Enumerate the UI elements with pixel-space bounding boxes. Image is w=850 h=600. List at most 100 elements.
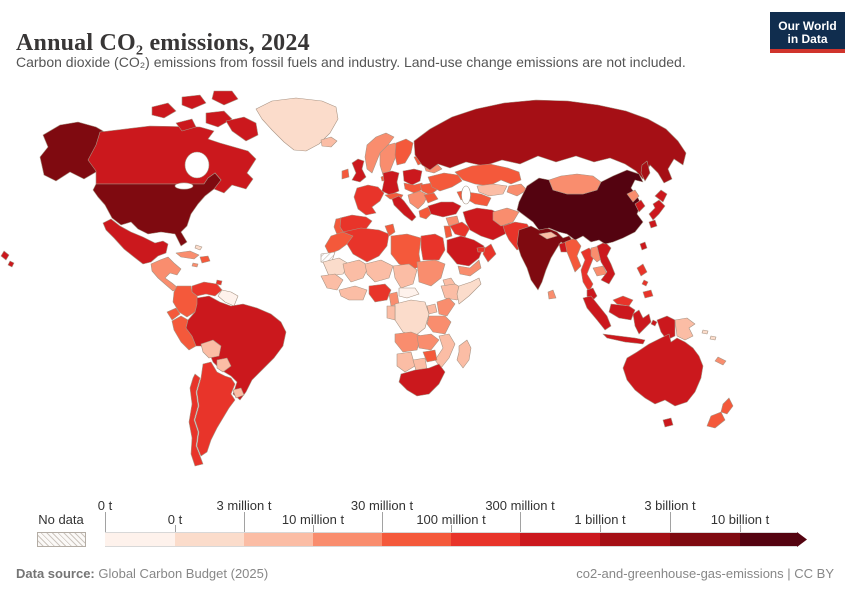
region-canada-island-4[interactable] xyxy=(205,110,233,128)
region-canada-island-2[interactable] xyxy=(181,94,207,110)
region-drc[interactable] xyxy=(394,299,430,337)
region-cuba[interactable] xyxy=(175,250,200,260)
region-north-korea[interactable] xyxy=(626,189,640,203)
region-germany[interactable] xyxy=(381,170,400,196)
region-papua-new-guinea[interactable] xyxy=(674,317,696,341)
legend-bin-6[interactable] xyxy=(520,532,600,547)
region-sri-lanka[interactable] xyxy=(547,289,557,300)
region-canada-island-1[interactable] xyxy=(151,102,177,119)
region-south-africa[interactable] xyxy=(398,363,446,397)
region-mongolia[interactable] xyxy=(548,173,602,195)
legend-bin-9[interactable] xyxy=(740,532,797,547)
legend-bin-4[interactable] xyxy=(382,532,451,547)
region-taiwan[interactable] xyxy=(639,241,648,251)
region-myanmar[interactable] xyxy=(564,237,582,273)
region-vietnam[interactable] xyxy=(596,241,616,285)
region-uganda[interactable] xyxy=(426,303,438,315)
region-sakhalin[interactable] xyxy=(640,160,651,182)
region-hispaniola[interactable] xyxy=(199,255,211,264)
region-yemen[interactable] xyxy=(457,259,482,277)
legend-bin-0[interactable] xyxy=(105,532,175,547)
region-madagascar[interactable] xyxy=(456,339,472,369)
region-congo-gabon[interactable] xyxy=(386,305,396,321)
region-bolivia[interactable] xyxy=(200,339,222,359)
region-senegal-guinea[interactable] xyxy=(320,273,344,291)
region-nigeria[interactable] xyxy=(368,283,392,303)
region-turkey[interactable] xyxy=(427,201,462,218)
region-japan-honshu[interactable] xyxy=(648,199,666,221)
region-trinidad[interactable] xyxy=(215,279,223,286)
region-oman[interactable] xyxy=(482,243,497,263)
region-afghanistan[interactable] xyxy=(492,207,520,227)
region-solomons[interactable] xyxy=(701,329,709,335)
region-france[interactable] xyxy=(353,184,385,216)
region-central-african-republic[interactable] xyxy=(398,287,420,299)
region-niger[interactable] xyxy=(364,259,394,283)
region-chile[interactable] xyxy=(188,373,204,467)
region-kazakhstan[interactable] xyxy=(454,163,522,187)
region-hawaii[interactable] xyxy=(0,250,10,261)
region-fiji[interactable] xyxy=(709,335,717,341)
region-hawaii-2[interactable] xyxy=(7,260,15,268)
region-jamaica[interactable] xyxy=(191,262,199,268)
region-saudi-arabia[interactable] xyxy=(446,235,485,267)
region-japan-hokkaido[interactable] xyxy=(654,189,668,203)
region-ireland[interactable] xyxy=(341,168,350,180)
region-iraq[interactable] xyxy=(449,221,471,238)
region-borneo-indonesia[interactable] xyxy=(608,303,636,321)
region-somalia[interactable] xyxy=(456,277,482,305)
region-brazil[interactable] xyxy=(185,295,287,401)
region-central-america[interactable] xyxy=(150,256,182,292)
region-mozambique[interactable] xyxy=(434,333,456,369)
region-uzbekistan[interactable] xyxy=(476,183,508,197)
region-zambia[interactable] xyxy=(416,333,440,351)
owid-logo[interactable]: Our World in Data xyxy=(770,12,845,53)
region-bulgaria[interactable] xyxy=(423,192,439,204)
region-greenland[interactable] xyxy=(255,97,339,152)
region-baffin-island[interactable] xyxy=(225,116,259,142)
region-chad[interactable] xyxy=(392,263,418,289)
region-balkans[interactable] xyxy=(407,190,429,210)
region-tanzania[interactable] xyxy=(426,315,452,335)
region-egypt[interactable] xyxy=(420,233,446,261)
region-italy[interactable] xyxy=(391,195,417,222)
region-philippines-mindanao[interactable] xyxy=(642,289,654,299)
license-slug[interactable]: co2-and-greenhouse-gas-emissions | CC BY xyxy=(576,566,834,581)
region-namibia[interactable] xyxy=(396,351,416,373)
region-paraguay[interactable] xyxy=(216,357,232,373)
region-ecuador[interactable] xyxy=(166,307,181,321)
legend-bin-2[interactable] xyxy=(244,532,313,547)
region-nz-north[interactable] xyxy=(720,397,734,415)
region-tasmania[interactable] xyxy=(662,417,674,428)
region-canada-island-3[interactable] xyxy=(211,90,239,106)
region-kyrgyz-tajik[interactable] xyxy=(506,183,528,197)
legend-bin-8[interactable] xyxy=(670,532,740,547)
region-zimbabwe[interactable] xyxy=(422,349,438,363)
no-data-swatch[interactable] xyxy=(37,532,86,547)
region-bahamas[interactable] xyxy=(194,244,203,251)
region-levant[interactable] xyxy=(443,225,453,239)
region-tunisia[interactable] xyxy=(384,223,396,237)
region-uruguay[interactable] xyxy=(232,387,245,399)
legend-bin-5[interactable] xyxy=(451,532,520,547)
region-algeria[interactable] xyxy=(342,227,390,263)
region-west-papua[interactable] xyxy=(656,315,676,341)
region-japan-kyushu[interactable] xyxy=(648,219,658,229)
region-sumatra[interactable] xyxy=(582,295,612,331)
region-mexico[interactable] xyxy=(102,218,169,265)
region-angola[interactable] xyxy=(394,331,422,353)
region-canada[interactable] xyxy=(87,125,257,194)
region-greece[interactable] xyxy=(418,206,433,220)
legend-bin-7[interactable] xyxy=(600,532,670,547)
region-moluccas[interactable] xyxy=(650,319,658,327)
region-new-caledonia[interactable] xyxy=(714,356,727,366)
legend-bin-1[interactable] xyxy=(175,532,244,547)
region-philippines-visayas[interactable] xyxy=(641,279,649,287)
region-kenya[interactable] xyxy=(436,297,456,317)
region-sweden[interactable] xyxy=(379,142,399,176)
region-ivory-ghana[interactable] xyxy=(338,285,368,301)
region-nepal[interactable] xyxy=(538,231,558,240)
region-borneo-malaysia[interactable] xyxy=(612,295,634,307)
region-philippines-luzon[interactable] xyxy=(636,263,648,277)
region-south-korea[interactable] xyxy=(634,199,646,213)
